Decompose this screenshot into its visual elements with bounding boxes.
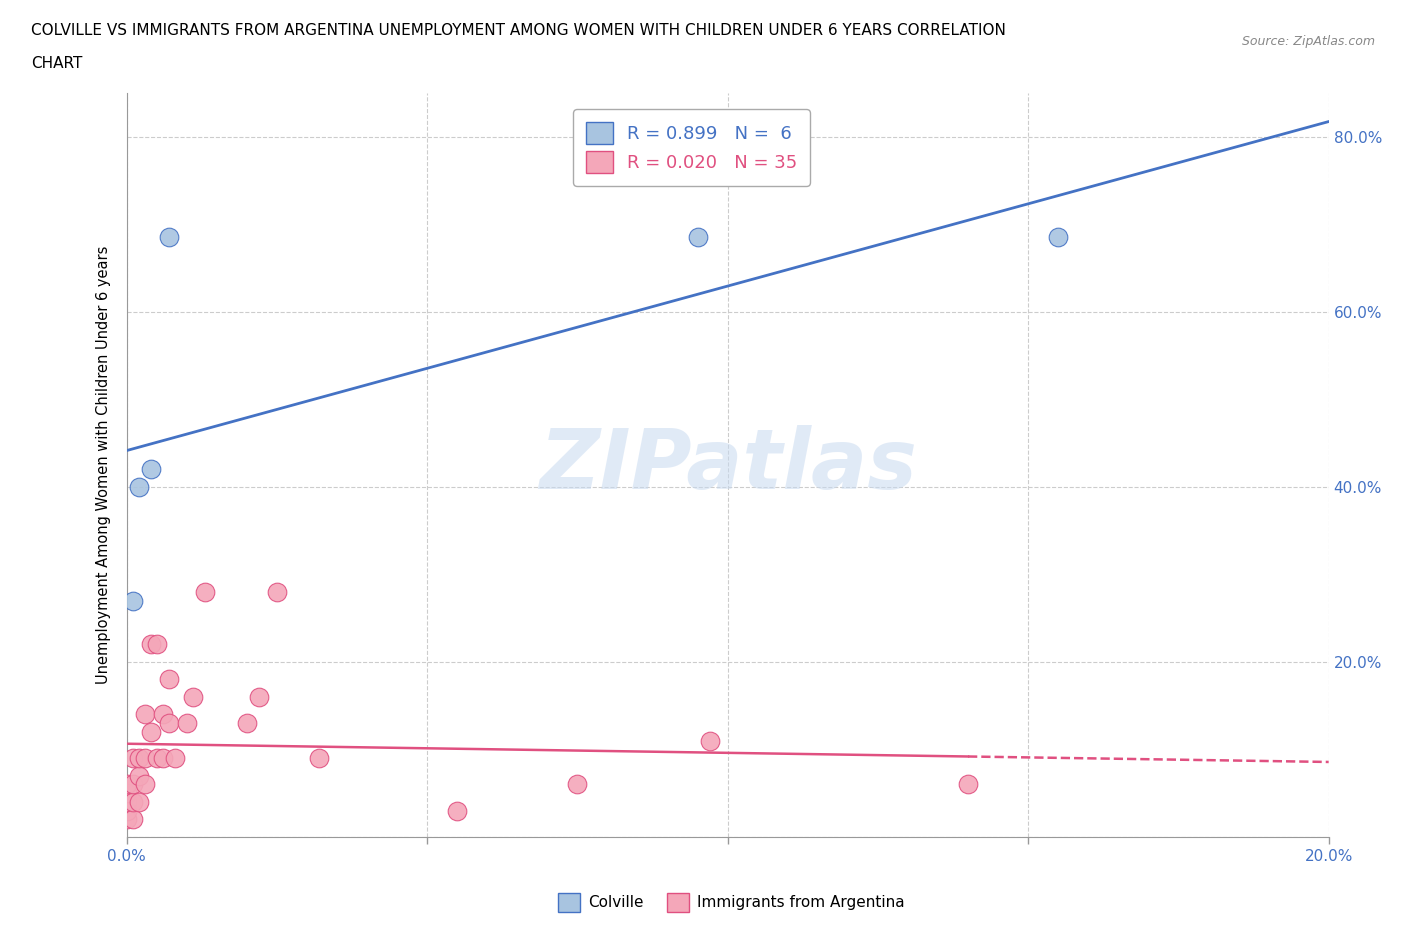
Point xyxy=(956,777,979,792)
Point xyxy=(115,794,138,809)
Legend: Colville, Immigrants from Argentina: Colville, Immigrants from Argentina xyxy=(551,887,911,918)
Point xyxy=(686,230,709,245)
Point xyxy=(235,716,259,731)
Text: COLVILLE VS IMMIGRANTS FROM ARGENTINA UNEMPLOYMENT AMONG WOMEN WITH CHILDREN UND: COLVILLE VS IMMIGRANTS FROM ARGENTINA UN… xyxy=(31,23,1005,38)
Legend: R = 0.899   N =  6, R = 0.020   N = 35: R = 0.899 N = 6, R = 0.020 N = 35 xyxy=(574,110,810,186)
Point xyxy=(128,794,150,809)
Point xyxy=(194,584,217,599)
Point xyxy=(139,462,162,477)
Point xyxy=(152,707,174,722)
Point xyxy=(157,672,180,687)
Text: CHART: CHART xyxy=(31,56,83,71)
Point xyxy=(139,724,162,739)
Point xyxy=(121,593,143,608)
Point xyxy=(134,707,156,722)
Point xyxy=(152,751,174,765)
Point xyxy=(567,777,589,792)
Point xyxy=(134,751,156,765)
Point xyxy=(139,637,162,652)
Point xyxy=(247,689,270,704)
Point xyxy=(128,751,150,765)
Point xyxy=(115,786,138,801)
Point xyxy=(115,804,138,818)
Point xyxy=(1047,230,1070,245)
Point xyxy=(145,637,167,652)
Point xyxy=(121,751,143,765)
Point xyxy=(176,716,198,731)
Point xyxy=(308,751,330,765)
Point xyxy=(128,768,150,783)
Point xyxy=(145,751,167,765)
Point xyxy=(115,812,138,827)
Point xyxy=(266,584,288,599)
Point xyxy=(121,812,143,827)
Point xyxy=(121,794,143,809)
Text: Source: ZipAtlas.com: Source: ZipAtlas.com xyxy=(1241,35,1375,48)
Point xyxy=(115,777,138,792)
Y-axis label: Unemployment Among Women with Children Under 6 years: Unemployment Among Women with Children U… xyxy=(96,246,111,684)
Point xyxy=(181,689,204,704)
Point xyxy=(121,777,143,792)
Point xyxy=(128,480,150,495)
Point xyxy=(446,804,468,818)
Point xyxy=(157,230,180,245)
Point xyxy=(157,716,180,731)
Point xyxy=(699,733,721,748)
Text: ZIPatlas: ZIPatlas xyxy=(538,424,917,506)
Point xyxy=(134,777,156,792)
Point xyxy=(163,751,186,765)
